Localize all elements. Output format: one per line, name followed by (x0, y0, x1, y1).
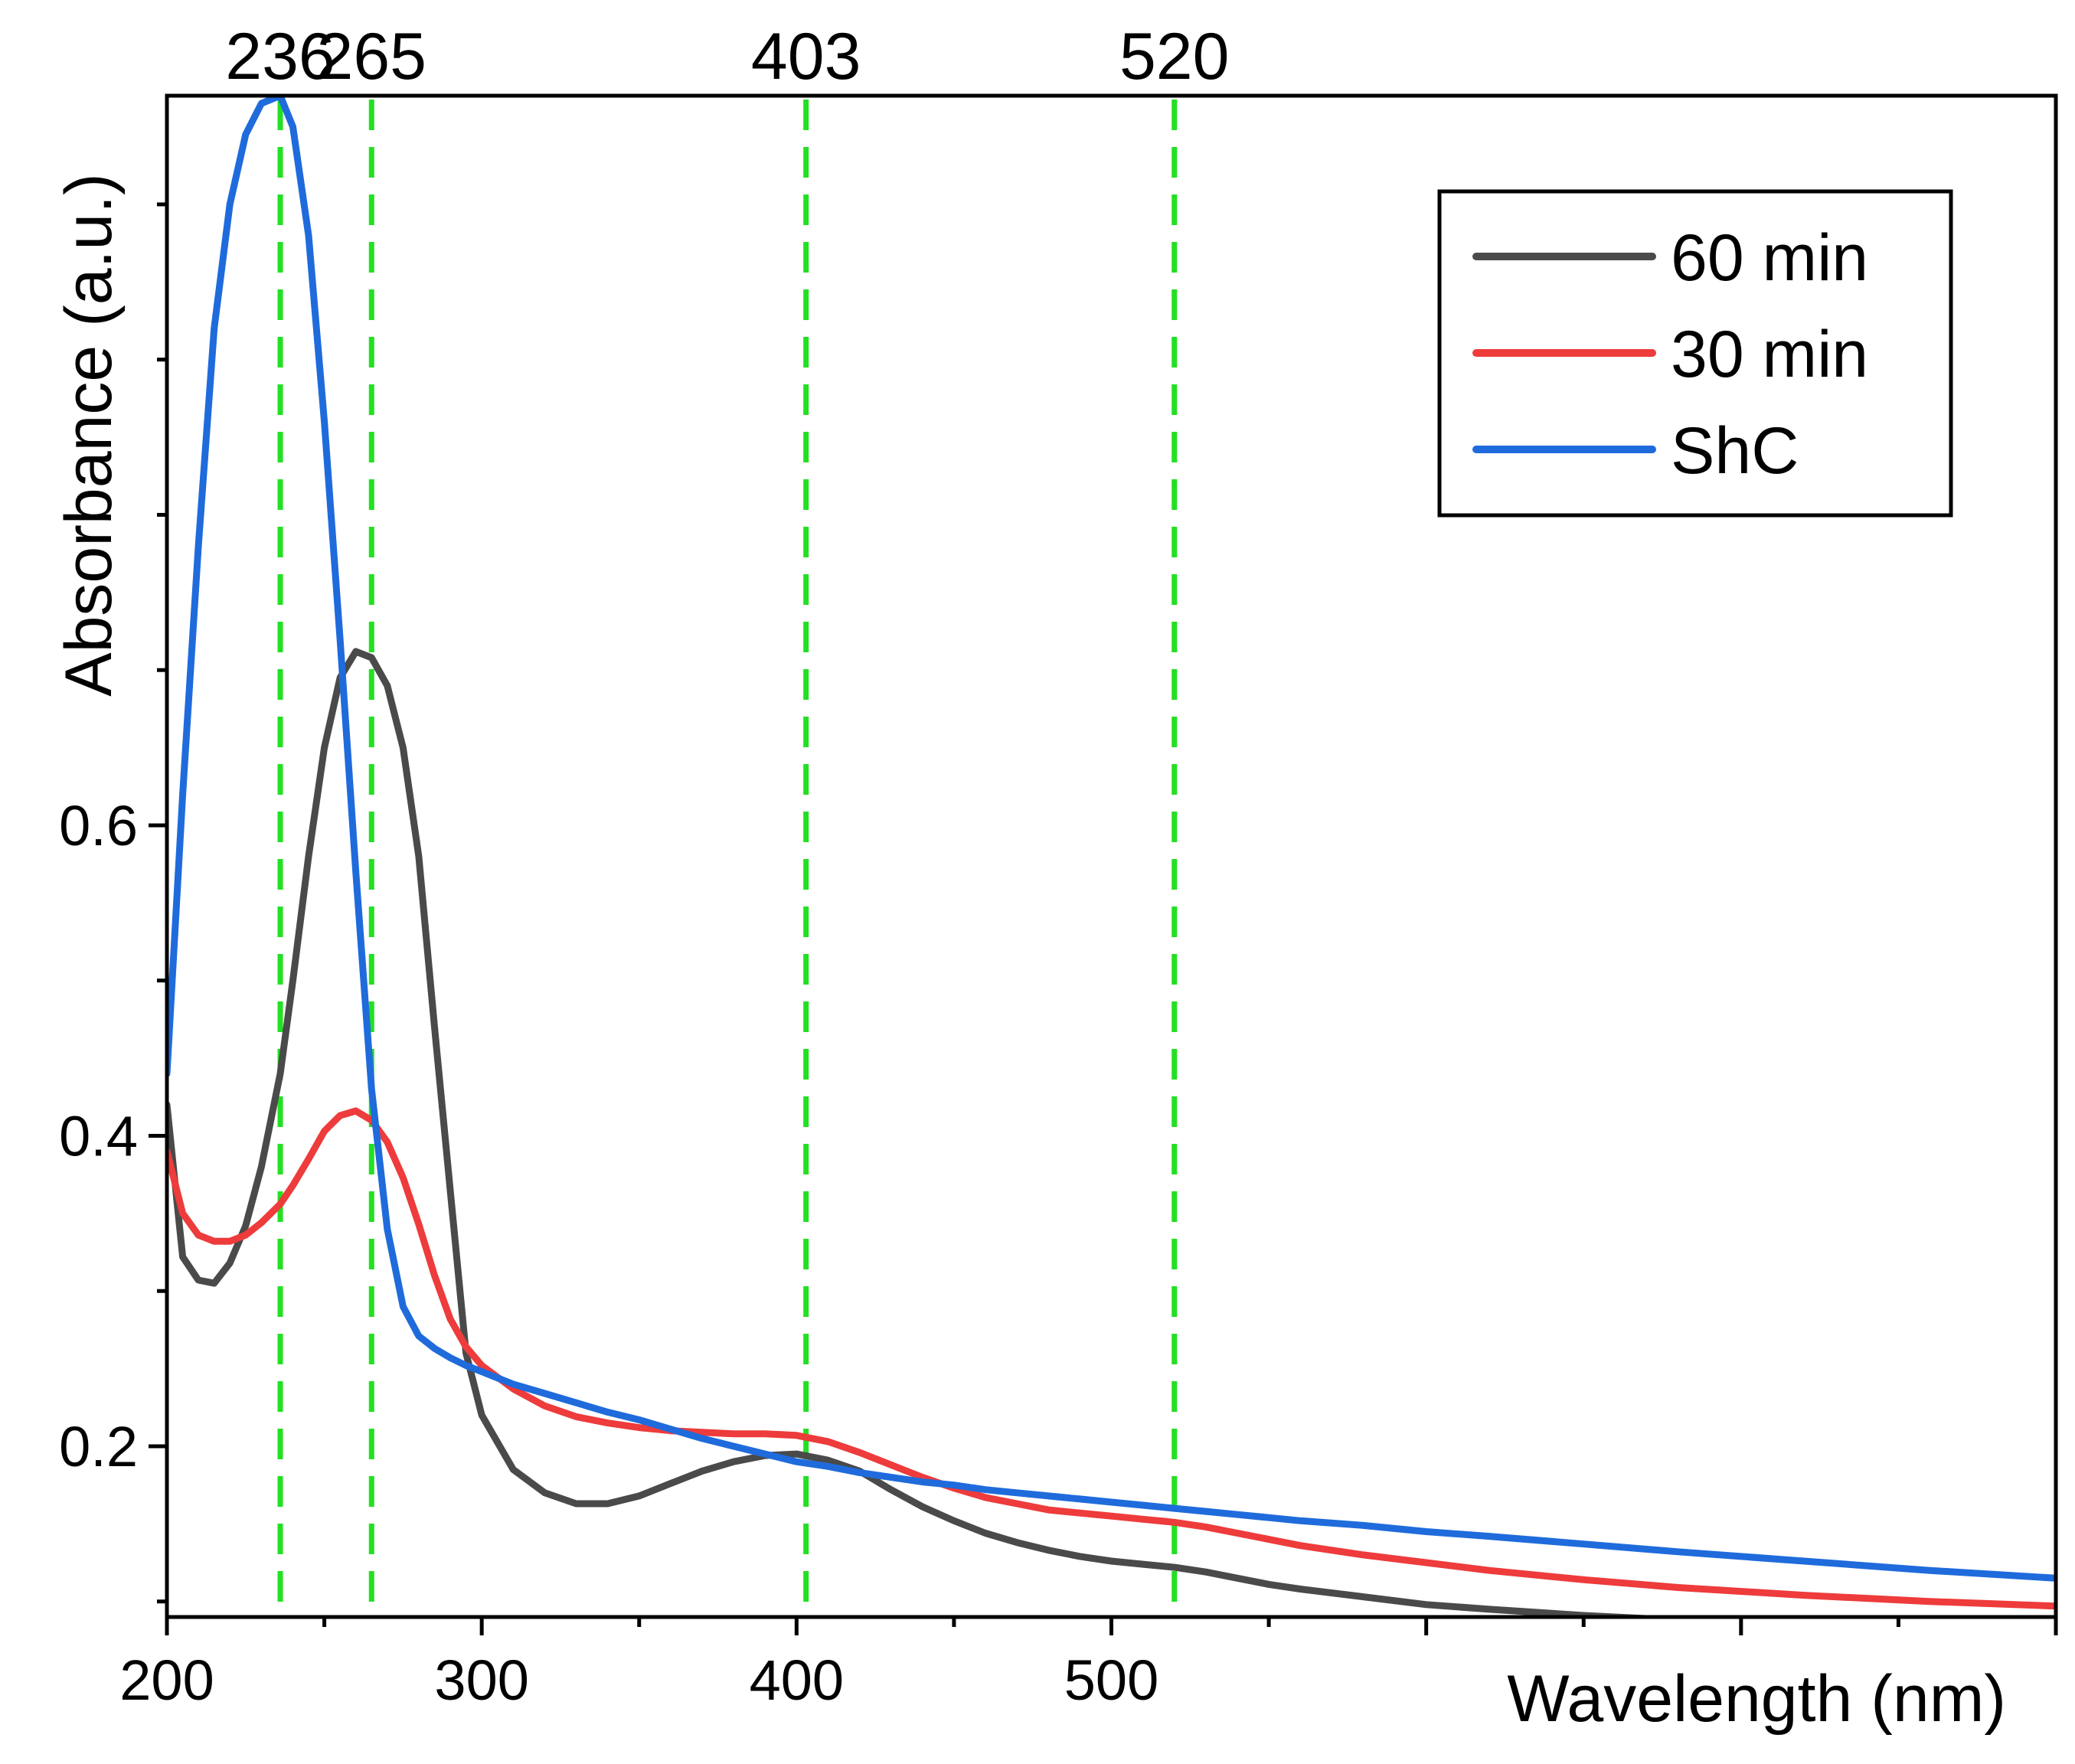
legend-label: 60 min (1671, 221, 1868, 295)
y-axis-ticks: 0.2 0.4 0.6 (59, 202, 167, 1604)
x-tick-label: 300 (434, 1648, 528, 1712)
legend: 60 min 30 min ShC (1437, 189, 1953, 518)
y-tick-label: 0.2 (59, 1415, 138, 1478)
reference-label-236: 236 (225, 20, 335, 93)
y-tick-label: 0.6 (59, 794, 138, 858)
reference-label-403: 403 (751, 20, 861, 93)
data-series (167, 96, 2056, 1617)
series-line-30-min (167, 1107, 2056, 1610)
x-tick-label: 400 (750, 1648, 844, 1712)
series-line-shc (167, 96, 2056, 1582)
legend-label: ShC (1671, 414, 1799, 488)
x-tick-label: 200 (119, 1648, 214, 1712)
y-axis-title: Absorbance (a.u.) (52, 173, 126, 697)
x-tick-label: 500 (1064, 1648, 1158, 1712)
reference-label-520: 520 (1119, 20, 1230, 93)
legend-label: 30 min (1671, 318, 1868, 391)
x-axis-title: Wavelength (nm) (1507, 1662, 2006, 1736)
series-line-60-min (167, 648, 1687, 1617)
y-tick-label: 0.4 (59, 1104, 138, 1168)
x-axis-ticks: 200 300 400 500 (119, 1617, 2058, 1712)
reference-label-265: 265 (317, 20, 427, 93)
